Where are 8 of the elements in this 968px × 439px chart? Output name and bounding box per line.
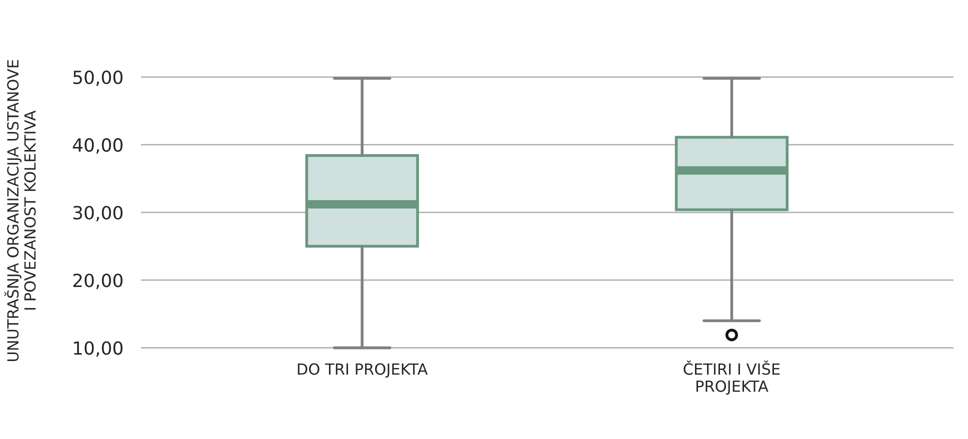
y-tick-label: 10,00 (74, 341, 122, 357)
y-tick-label: 50,00 (73, 70, 122, 86)
y-tick-label: 30,00 (73, 206, 122, 222)
y-tick-label: 20,00 (73, 274, 122, 290)
x-tick-label: DO TRI PROJEKTA (298, 363, 428, 378)
x-tick-label: ČETIRI I VIŠE PROJEKTA (684, 360, 780, 395)
y-tick-label: 40,00 (72, 138, 122, 154)
y-axis-title: UNUTRAŠNJA ORGANIZACIJA USTANOVE I POVEZANOST KOLEKTIVA (4, 60, 36, 362)
